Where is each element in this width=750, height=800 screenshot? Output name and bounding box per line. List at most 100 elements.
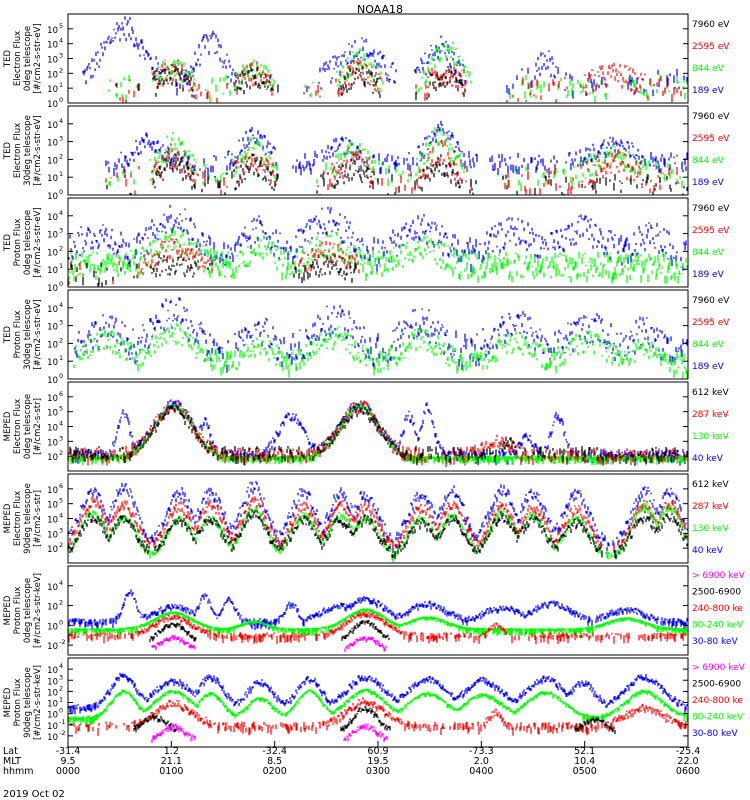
y-tick-label: 10 — [47, 56, 58, 66]
y-tick-label: 10 — [47, 340, 58, 350]
y-tick-label: 10 — [47, 438, 58, 448]
series-marks — [82, 16, 688, 99]
y-tick-label: 10 — [47, 358, 58, 368]
y-tick-exponent: 4 — [59, 117, 63, 125]
legend: 612 keV 287 keV 130 keV 40 keV — [692, 388, 729, 464]
y-tick-exponent: 3 — [59, 673, 63, 681]
y-axis-label-line: Electron Flux — [13, 399, 23, 454]
y-tick-exponent: 2 — [59, 449, 63, 457]
legend: 612 keV 287 keV 130 keV 40 keV — [692, 480, 729, 556]
y-axis-label-line: 90deg telescope — [23, 483, 33, 554]
y-axis-label-line: Proton Flux — [13, 679, 23, 727]
y-tick-label: 10 — [47, 642, 58, 652]
y-tick-exponent: 3 — [59, 319, 63, 327]
y-tick-label: 10 — [47, 305, 58, 315]
legend-entry: 7960 eV — [692, 296, 730, 306]
y-tick-exponent: 5 — [59, 405, 63, 413]
series-4 — [133, 706, 616, 735]
x-tick-label: -32.4 — [262, 746, 287, 757]
data-marks — [82, 16, 688, 103]
y-tick-label: 10 — [47, 213, 58, 223]
data-marks — [73, 297, 688, 379]
y-tick-exponent: 3 — [59, 526, 63, 534]
y-tick-exponent: -2 — [59, 729, 65, 737]
y-axis-label-line: 0deg telescope — [23, 394, 33, 459]
y-axis-label-line: Electron Flux — [13, 31, 23, 86]
data-marks — [105, 120, 688, 195]
x-tick-label: 0200 — [263, 766, 287, 777]
y-axis-label-line: 30deg telescope — [23, 299, 33, 370]
legend-entry: 189 eV — [692, 86, 725, 96]
y-axis-label-line: TED — [3, 141, 13, 160]
y-axis-label-line: 0deg telescope — [23, 578, 33, 643]
y-axis-label-line: [#/cm2-s-str] — [33, 490, 43, 547]
x-tick-label: 22.0 — [677, 756, 698, 767]
y-tick-label: 10 — [47, 583, 58, 593]
y-axis-label: MEPED Proton Flux 90deg telescope [#/cm2-s-… — [3, 665, 43, 740]
legend-entry: 130 keV — [692, 432, 729, 442]
legend-entry: 189 eV — [692, 362, 725, 372]
legend-entry: 7960 eV — [692, 204, 730, 214]
y-tick-exponent: 3 — [59, 434, 63, 442]
y-tick-exponent: 4 — [59, 512, 63, 520]
y-axis-label-line: Proton Flux — [13, 219, 23, 267]
data-marks — [67, 481, 688, 563]
y-tick-label: 10 — [47, 603, 58, 613]
series-2 — [108, 41, 688, 103]
legend-entry: 2595 eV — [692, 226, 730, 236]
y-tick-exponent: 4 — [59, 37, 63, 45]
series-3 — [68, 611, 687, 645]
data-marks — [67, 589, 688, 652]
y-axis-label: TED Electron Flux 0deg telescope [#/cm2-s-s… — [3, 23, 43, 93]
y-axis-label-line: MEPED — [3, 411, 13, 441]
series-1 — [82, 16, 688, 99]
y-axis-label-line: MEPED — [3, 595, 13, 625]
legend-entry: 189 eV — [692, 178, 725, 188]
y-tick-label: 10 — [47, 722, 58, 732]
y-tick-exponent: 6 — [59, 482, 63, 490]
y-axis-label: MEPED Electron Flux 90deg telescope [#/cm2-… — [3, 483, 43, 554]
y-tick-exponent: 3 — [59, 52, 63, 60]
legend-entry: 80-240 keV — [692, 621, 744, 631]
series-marks — [106, 153, 688, 195]
y-tick-label: 10 — [47, 486, 58, 496]
series-marks — [68, 589, 688, 631]
y-tick-label: 10 — [47, 323, 58, 333]
y-tick-label: 10 — [47, 284, 58, 294]
panel-frame — [67, 105, 689, 196]
series-5 — [151, 634, 387, 652]
series-marks — [151, 722, 388, 743]
y-axis-label: TED Proton Flux 0deg telescope [#/cm2-s-str… — [3, 207, 43, 277]
series-5 — [151, 722, 388, 743]
y-tick-exponent: -1 — [59, 718, 65, 726]
panel-frame — [67, 565, 689, 656]
legend: 7960 eV 2595 eV 844 eV 189 eV — [692, 204, 730, 280]
series-marks — [67, 204, 687, 272]
legend-entry: 7960 eV — [692, 20, 730, 30]
x-tick-label: 10.4 — [574, 756, 595, 767]
y-tick-exponent: 0 — [59, 188, 63, 196]
y-tick-exponent: 2 — [59, 541, 63, 549]
y-tick-exponent: 4 — [59, 579, 63, 587]
y-tick-exponent: 6 — [59, 390, 63, 398]
y-axis-label-line: [#/cm2-s-str-keV] — [33, 573, 43, 648]
x-row-label: MLT — [3, 756, 21, 767]
date-label: 2019 Oct 02 — [3, 789, 65, 800]
y-tick-exponent: 2 — [59, 684, 63, 692]
series-marks — [67, 226, 688, 284]
legend-entry: 612 keV — [692, 480, 729, 490]
y-tick-exponent: 3 — [59, 135, 63, 143]
x-tick-label: 0100 — [159, 766, 183, 777]
legend-entry: 844 eV — [692, 64, 725, 74]
